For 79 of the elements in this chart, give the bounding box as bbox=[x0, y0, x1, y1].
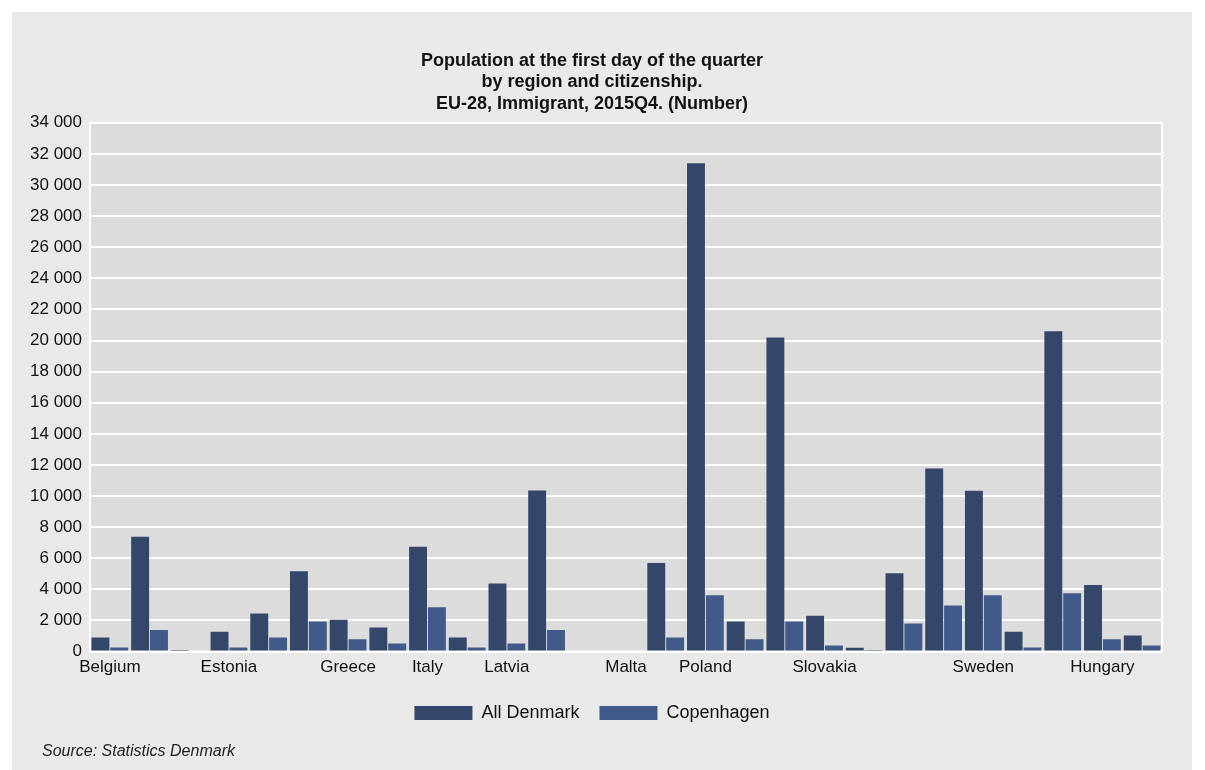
bar bbox=[1123, 635, 1142, 651]
y-tick-label: 24 000 bbox=[30, 268, 82, 288]
bar bbox=[964, 490, 983, 651]
bar bbox=[824, 645, 843, 651]
x-tick-label: Poland bbox=[678, 657, 732, 677]
x-tick-label: Latvia bbox=[484, 657, 531, 677]
y-tick-label: 30 000 bbox=[30, 174, 82, 194]
bar bbox=[348, 639, 367, 651]
bar bbox=[131, 536, 150, 651]
chart-title: Population at the first day of the quarter by region and citizenship. EU-28, Immigrant, 2015Q4. (Number) bbox=[420, 49, 764, 113]
bar bbox=[250, 613, 269, 651]
x-tick-label: Slovakia bbox=[792, 657, 858, 677]
bar bbox=[904, 623, 923, 651]
y-tick-label: 18 000 bbox=[30, 361, 82, 381]
y-tick-label: 4 000 bbox=[39, 579, 82, 599]
bar bbox=[1142, 645, 1161, 651]
legend-label: All Denmark bbox=[481, 701, 581, 722]
bar bbox=[488, 583, 507, 651]
bar bbox=[1102, 639, 1121, 651]
y-tick-label: 12 000 bbox=[30, 454, 82, 474]
bar bbox=[766, 337, 785, 651]
bar bbox=[150, 629, 168, 651]
source-note: Source: Statistics Denmark bbox=[42, 742, 235, 760]
bar bbox=[229, 647, 248, 651]
y-tick-label: 34 000 bbox=[30, 112, 82, 132]
bar bbox=[308, 621, 327, 651]
bar bbox=[467, 647, 486, 651]
bar bbox=[745, 639, 764, 651]
bar bbox=[845, 647, 864, 651]
bar bbox=[91, 637, 110, 651]
bar bbox=[647, 563, 666, 651]
bar bbox=[329, 619, 348, 651]
y-tick-label: 2 000 bbox=[39, 610, 82, 630]
y-tick-label: 32 000 bbox=[30, 143, 82, 163]
bar bbox=[427, 607, 446, 651]
legend-label: Copenhagen bbox=[666, 701, 770, 722]
bar bbox=[369, 627, 388, 651]
bar bbox=[726, 621, 745, 651]
x-tick-label: Greece bbox=[320, 657, 376, 677]
bar bbox=[409, 546, 428, 651]
y-tick-label: 10 000 bbox=[30, 485, 82, 505]
bar bbox=[388, 643, 407, 651]
bar bbox=[705, 595, 724, 651]
bar bbox=[289, 571, 308, 651]
y-tick-label: 16 000 bbox=[30, 392, 82, 412]
bar bbox=[944, 605, 963, 651]
bar bbox=[806, 615, 825, 651]
bar bbox=[1044, 331, 1063, 651]
bar bbox=[885, 573, 904, 651]
x-tick-label: Estonia bbox=[200, 657, 258, 677]
y-tick-label: 26 000 bbox=[30, 236, 82, 256]
bar bbox=[1063, 593, 1082, 651]
y-tick-label: 8 000 bbox=[39, 516, 82, 536]
y-tick-label: 22 000 bbox=[30, 299, 82, 319]
bar bbox=[269, 637, 288, 651]
bar bbox=[1023, 647, 1042, 651]
y-tick-label: 20 000 bbox=[30, 330, 82, 350]
y-tick-label: 6 000 bbox=[39, 547, 82, 567]
bar bbox=[547, 629, 565, 651]
y-tick-label: 14 000 bbox=[30, 423, 82, 443]
x-tick-label: Hungary bbox=[1070, 657, 1136, 677]
bar bbox=[687, 163, 705, 651]
bar bbox=[925, 468, 944, 651]
bar bbox=[528, 490, 547, 651]
bar bbox=[1004, 631, 1023, 651]
bar bbox=[1084, 584, 1102, 651]
bar bbox=[110, 647, 129, 651]
bar bbox=[507, 643, 526, 651]
x-tick-label: Malta bbox=[605, 657, 648, 677]
x-tick-label: Belgium bbox=[79, 657, 141, 677]
bar bbox=[448, 637, 467, 651]
bar bbox=[785, 621, 804, 651]
x-tick-label: Italy bbox=[411, 657, 444, 677]
x-tick-label: Sweden bbox=[952, 657, 1015, 677]
y-tick-label: 0 bbox=[72, 641, 82, 661]
bar bbox=[983, 595, 1002, 651]
bar bbox=[210, 631, 229, 651]
bar bbox=[666, 637, 685, 651]
y-tick-label: 28 000 bbox=[30, 205, 82, 225]
